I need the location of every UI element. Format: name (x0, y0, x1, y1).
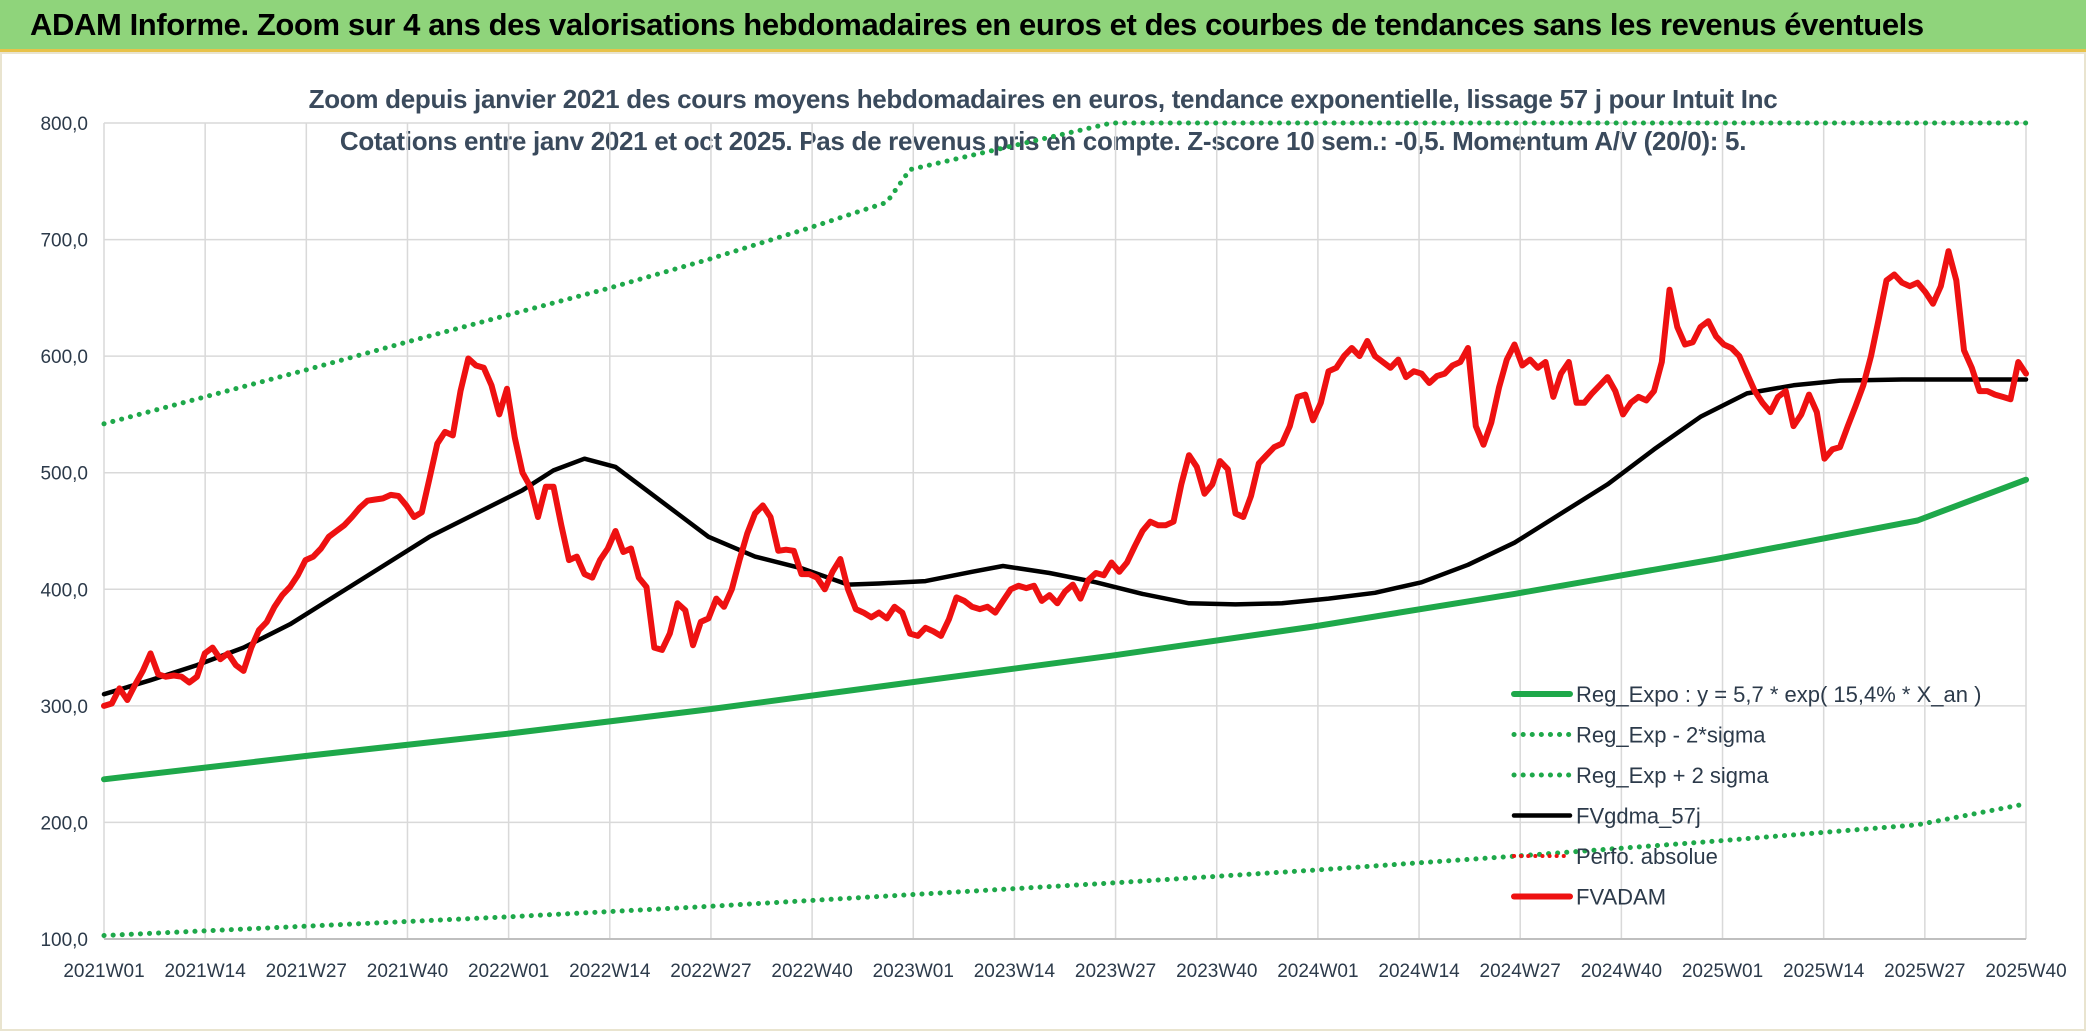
report-title: ADAM Informe. Zoom sur 4 ans des valoris… (30, 7, 1924, 42)
y-tick-label: 800,0 (40, 114, 88, 135)
series-line-reg-expo-y-5-7-exp-15-4-x-an (101, 476, 2029, 783)
x-tick-label: 2024W27 (1480, 961, 1561, 982)
x-tick-label: 2021W01 (63, 961, 144, 982)
x-tick-label: 2024W40 (1581, 961, 1662, 982)
x-tick-label: 2025W14 (1783, 961, 1865, 982)
legend-label: Reg_Expo : y = 5,7 * exp( 15,4% * X_an ) (1576, 682, 1981, 707)
x-tick-label: 2024W01 (1277, 961, 1358, 982)
x-tick-label: 2023W27 (1075, 961, 1156, 982)
legend: Reg_Expo : y = 5,7 * exp( 15,4% * X_an )… (1511, 682, 1981, 910)
legend-label: FVADAM (1576, 885, 1666, 910)
y-tick-label: 600,0 (40, 347, 88, 368)
series-line-fvgdma-57j (101, 377, 2029, 697)
series-line-fvadam (101, 248, 2029, 709)
legend-label: Reg_Exp + 2 sigma (1576, 763, 1769, 788)
x-tick-label: 2023W14 (974, 961, 1056, 982)
chart-frame (0, 52, 2086, 1031)
grid-lines (103, 122, 2027, 940)
chart-title-line1: Zoom depuis janvier 2021 des cours moyen… (308, 84, 1778, 114)
x-tick-label: 2025W01 (1682, 961, 1763, 982)
x-tick-label: 2025W27 (1884, 961, 1965, 982)
x-tick-label: 2022W14 (569, 961, 651, 982)
x-tick-label: 2021W14 (164, 961, 246, 982)
legend-label: FVgdma_57j (1576, 804, 1701, 829)
series-line-reg-exp-2-sigma (101, 120, 2029, 427)
x-tick-label: 2022W01 (468, 961, 549, 982)
x-tick-label: 2021W40 (367, 961, 448, 982)
y-axis-ticks: 100,0 200,0 300,0 400,0 500,0 600,0 700,0 800,0 (40, 114, 88, 951)
y-tick-label: 500,0 (40, 464, 88, 485)
series-lines (101, 120, 2029, 938)
x-tick-label: 2021W27 (266, 961, 347, 982)
legend-label: Perfo. absolue (1576, 844, 1718, 869)
x-tick-label: 2022W40 (771, 961, 852, 982)
y-tick-label: 300,0 (40, 697, 88, 718)
y-tick-label: 100,0 (40, 930, 88, 951)
y-tick-label: 400,0 (40, 580, 88, 601)
x-tick-label: 2022W27 (670, 961, 751, 982)
legend-label: Reg_Exp - 2*sigma (1576, 723, 1766, 748)
chart-title-line2: Cotations entre janv 2021 et oct 2025. P… (339, 126, 1747, 156)
series-line-reg-exp-2-sigma (101, 801, 2029, 938)
x-tick-label: 2023W40 (1176, 961, 1257, 982)
x-tick-label: 2023W01 (873, 961, 954, 982)
y-tick-label: 200,0 (40, 813, 88, 834)
x-tick-label: 2024W14 (1378, 961, 1460, 982)
x-axis-ticks: 2021W01 2021W14 2021W27 2021W40 2022W01 2022W… (63, 961, 2066, 982)
y-tick-label: 700,0 (40, 231, 88, 252)
x-tick-label: 2025W40 (1985, 961, 2066, 982)
report-title-banner: ADAM Informe. Zoom sur 4 ans des valoris… (0, 0, 2086, 52)
